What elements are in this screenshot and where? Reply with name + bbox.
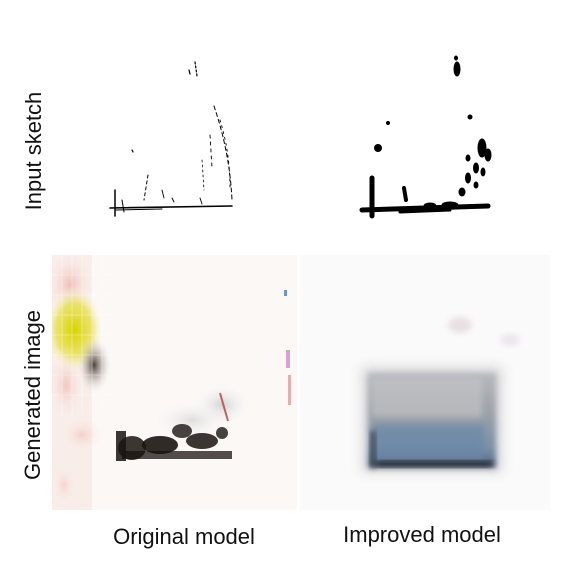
original-sketch-image (52, 40, 297, 250)
improved-sketch-panel (300, 40, 550, 250)
column-label-original-model: Original model (80, 524, 288, 550)
improved-generated-panel (300, 255, 550, 510)
improved-generated-image (300, 255, 550, 510)
original-generated-panel (52, 255, 297, 510)
column-label-improved-model: Improved model (318, 522, 526, 548)
original-sketch-panel (52, 40, 297, 250)
improved-sketch-image (300, 40, 550, 250)
row-label-input-sketch: Input sketch (21, 81, 47, 221)
original-generated-image (52, 255, 297, 510)
row-label-generated-image: Generated image (20, 295, 46, 495)
